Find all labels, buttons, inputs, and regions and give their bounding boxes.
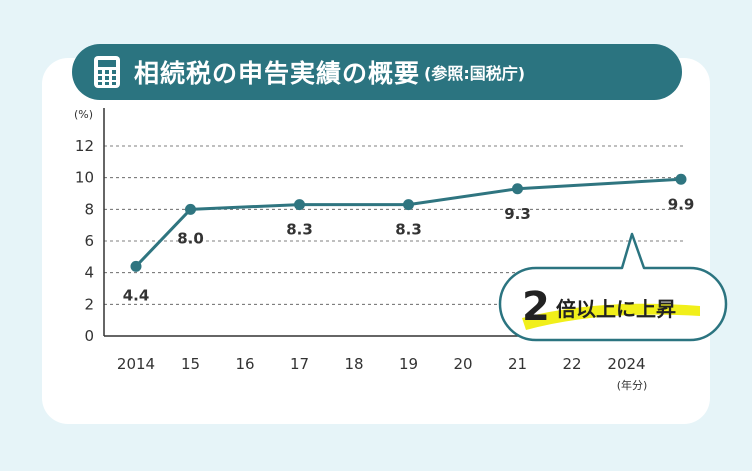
y-tick-label: 12: [75, 137, 94, 155]
y-unit-label: (%): [74, 108, 93, 121]
y-tick-label: 10: [75, 169, 94, 187]
x-tick-label: 21: [508, 355, 527, 373]
title-bar: 相続税の申告実績の概要 (参照:国税庁): [72, 44, 682, 100]
data-label: 9.3: [504, 205, 531, 223]
y-tick-label: 8: [84, 200, 94, 218]
callout-text: 倍以上に上昇: [556, 297, 676, 321]
chart-title: 相続税の申告実績の概要: [134, 59, 421, 88]
data-point: [294, 199, 305, 211]
series-line: [134, 177, 682, 268]
y-tick-label: 4: [84, 264, 94, 282]
x-unit-label: (年分): [617, 378, 648, 392]
y-tick-label: 2: [84, 295, 94, 313]
y-tick-labels: 0 2 4 6 8 10 12: [75, 137, 94, 345]
chart-source: (参照:国税庁): [424, 64, 526, 83]
callout-highlight: [522, 303, 700, 330]
x-tick-label: 16: [235, 355, 254, 373]
x-tick-label: 2014: [117, 355, 155, 373]
x-tick-label: 2024: [607, 355, 645, 373]
data-label: 8.0: [177, 229, 204, 247]
x-tick-label: 17: [290, 355, 309, 373]
x-tick-labels: 2014 15 16 17 18 19 20 21 22 2024: [117, 355, 646, 373]
x-tick-label: 15: [181, 355, 200, 373]
calculator-icon: [94, 56, 120, 88]
x-tick-label: 22: [562, 355, 581, 373]
callout-number: 2: [522, 284, 550, 330]
x-tick-label: 18: [344, 355, 363, 373]
data-label: 4.4: [123, 286, 150, 304]
data-point: [185, 203, 196, 215]
data-point: [403, 199, 414, 211]
data-point: [675, 173, 687, 185]
data-label: 8.3: [286, 221, 313, 239]
y-tick-label: 6: [84, 232, 94, 250]
y-tick-label: 0: [84, 327, 94, 345]
x-tick-label: 20: [453, 355, 472, 373]
data-label: 8.3: [395, 221, 422, 239]
data-point: [130, 260, 142, 272]
data-label: 9.9: [668, 195, 695, 213]
x-tick-label: 19: [399, 355, 418, 373]
data-labels: 4.4 8.0 8.3 8.3 9.3 9.9: [123, 195, 695, 304]
data-point: [512, 183, 523, 195]
data-points: [130, 173, 687, 272]
